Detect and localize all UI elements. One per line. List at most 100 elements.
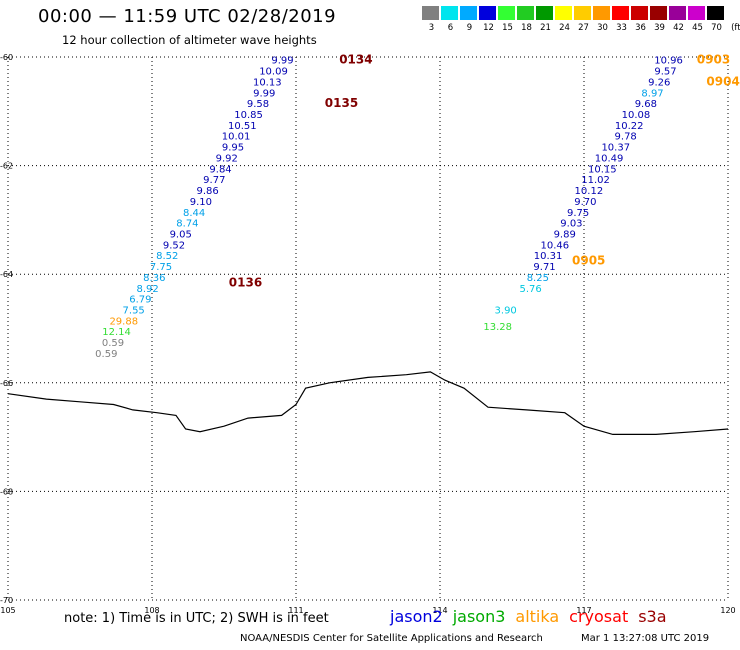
wave-height-value: 10.85 [234, 110, 263, 121]
pass-label: 0135 [325, 96, 358, 110]
wave-height-value: 10.31 [534, 251, 563, 262]
footer-note: note: 1) Time is in UTC; 2) SWH is in fe… [64, 611, 329, 626]
legend-entry: jason2 [390, 607, 443, 626]
wave-height-value: 9.92 [216, 153, 238, 164]
wave-height-value: 9.05 [170, 229, 192, 240]
wave-height-value: 10.22 [615, 121, 644, 132]
wave-height-value: 8.25 [527, 273, 549, 284]
colorbar-label: 21 [540, 23, 551, 33]
colorbar-swatch [612, 6, 629, 20]
colorbar-label: 42 [673, 23, 684, 33]
wave-height-value: 10.09 [259, 67, 288, 78]
wave-height-value: 5.76 [519, 284, 541, 295]
wave-height-value: 6.79 [129, 295, 151, 306]
wave-height-value: 9.57 [654, 67, 676, 78]
wave-height-value: 9.68 [635, 99, 657, 110]
x-tick-label: 120 [720, 606, 735, 615]
wave-height-value: 9.78 [615, 132, 637, 143]
wave-height-value: 8.74 [176, 219, 198, 230]
wave-height-value: 8.92 [136, 284, 158, 295]
wave-height-value: 9.70 [574, 197, 596, 208]
colorbar-swatch [441, 6, 458, 20]
wave-height-value: 10.15 [588, 164, 617, 175]
map-title: 00:00 — 11:59 UTC 02/28/2019 [38, 6, 337, 27]
satellite-tracks: 9.9910.0910.139.999.5810.8510.5110.019.9… [95, 53, 740, 360]
wave-height-value: 8.97 [641, 88, 663, 99]
pass-label: 0134 [339, 53, 372, 67]
wave-height-value: 10.46 [540, 240, 569, 251]
colorbar-swatch [707, 6, 724, 20]
colorbar-label: 18 [521, 23, 532, 33]
wave-height-value: 10.08 [622, 110, 651, 121]
pass-label: 0905 [572, 254, 605, 268]
x-tick-label: 117 [576, 606, 591, 615]
wave-height-value: 3.90 [495, 305, 517, 316]
wave-height-value: 10.13 [253, 77, 282, 88]
wave-height-value: 9.95 [222, 143, 244, 154]
coastline-path [7, 371, 729, 435]
y-tick-label: -62 [0, 162, 13, 171]
colorbar-label: 70 [711, 23, 722, 33]
y-tick-label: -60 [0, 53, 13, 62]
wave-height-value: 9.77 [203, 175, 225, 186]
colorbar-swatch [555, 6, 572, 20]
axis-ticks: 105 108 111 114 117 120 -60 -62 -64 -66 -68 -70 [0, 53, 736, 615]
wave-height-value: 9.86 [196, 186, 218, 197]
x-tick-label: 105 [0, 606, 15, 615]
colorbar-label: 3 [428, 23, 435, 33]
wave-height-value: 13.28 [483, 322, 512, 333]
x-tick-label: 108 [144, 606, 159, 615]
colorbar-label: 30 [597, 23, 608, 33]
wave-height-value: 12.14 [102, 327, 131, 338]
wave-height-value: 9.75 [567, 208, 589, 219]
colorbar-label: 9 [466, 23, 473, 33]
legend-entry: s3a [638, 607, 667, 626]
wave-height-value: 10.37 [601, 143, 630, 154]
colorbar-swatch [460, 6, 477, 20]
colorbar-label: 12 [483, 23, 494, 33]
legend-entry: jason3 [452, 607, 506, 626]
wave-height-value: 9.03 [560, 219, 582, 230]
pass-label: 0903 [697, 53, 730, 67]
footer-credit: NOAA/NESDIS Center for Satellite Applica… [240, 633, 543, 644]
wave-height-value: 11.02 [581, 175, 610, 186]
x-tick-label: 114 [432, 606, 447, 615]
colorbar-label: 6 [447, 23, 454, 33]
map-subtitle: 12 hour collection of altimeter wave hei… [62, 33, 317, 47]
colorbar-swatch [574, 6, 591, 20]
colorbar-label: 36 [635, 23, 646, 33]
wave-height-value: 8.52 [156, 251, 178, 262]
wave-height-value: 7.75 [150, 262, 172, 273]
colorbar-label: 27 [578, 23, 589, 33]
wave-height-value: 9.89 [554, 229, 576, 240]
footer-timestamp: Mar 1 13:27:08 UTC 2019 [581, 633, 710, 644]
wave-height-value: 9.71 [533, 262, 555, 273]
x-tick-label: 111 [288, 606, 303, 615]
wave-height-value: 9.99 [271, 56, 293, 67]
colorbar-swatch [536, 6, 553, 20]
y-tick-label: -66 [0, 379, 13, 388]
wave-height-value: 9.26 [648, 77, 670, 88]
colorbar-label: 24 [559, 23, 570, 33]
grid-lines [7, 56, 729, 601]
wave-height-value: 10.96 [654, 56, 683, 67]
colorbar-label: 45 [692, 23, 703, 33]
colorbar-swatch [669, 6, 686, 20]
satellite-legend: jason2 jason3 altika cryosat s3a [390, 607, 677, 626]
pass-label: 0136 [229, 275, 262, 289]
colorbar-label: (ft) [731, 23, 740, 33]
coastline [7, 371, 729, 435]
colorbar-label: 33 [616, 23, 627, 33]
wave-height-value: 8.44 [183, 208, 205, 219]
legend-entry: altika [515, 607, 560, 626]
wave-height-value: 9.58 [247, 99, 269, 110]
wave-height-value: 10.49 [595, 153, 624, 164]
colorbar-swatch [631, 6, 648, 20]
colorbar-swatch [688, 6, 705, 20]
pass-label: 0904 [706, 74, 739, 88]
wave-height-value: 0.59 [95, 349, 117, 360]
y-tick-label: -70 [0, 596, 13, 605]
legend-entry: cryosat [569, 607, 629, 626]
y-tick-label: -68 [0, 487, 13, 496]
